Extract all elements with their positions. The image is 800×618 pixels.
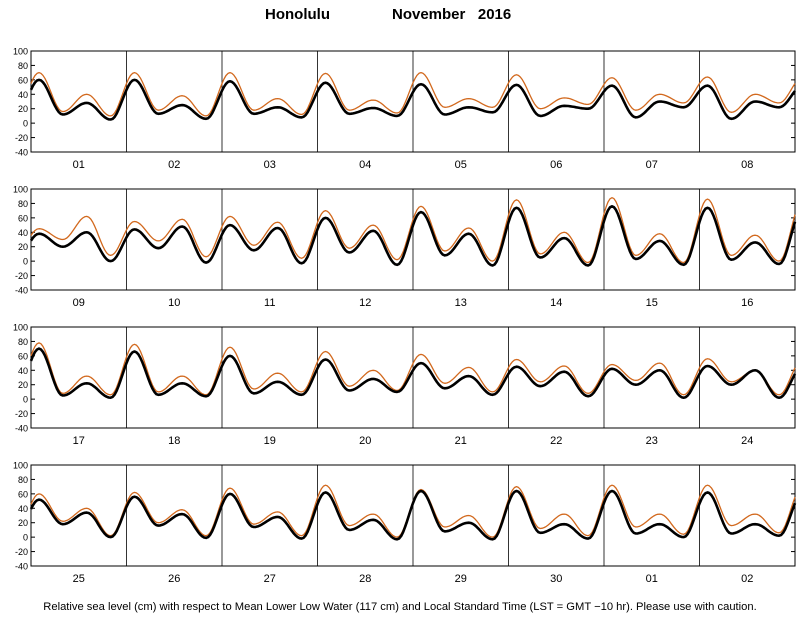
y-tick-label: 20: [18, 518, 28, 528]
y-tick-label: 20: [18, 380, 28, 390]
day-label: 09: [73, 297, 85, 309]
day-label: 10: [168, 297, 180, 309]
day-label: 28: [359, 573, 371, 585]
day-label: 16: [741, 297, 753, 309]
y-tick-label: -20: [15, 547, 28, 557]
predicted-series-line: [30, 342, 796, 396]
day-label: 27: [264, 573, 276, 585]
day-label: 22: [550, 435, 562, 447]
day-label: 24: [741, 435, 753, 447]
day-label: 17: [73, 435, 85, 447]
caption: Relative sea level (cm) with respect to …: [43, 601, 757, 613]
y-tick-label: 0: [23, 119, 28, 129]
y-tick-label: 80: [18, 475, 28, 485]
day-label: 08: [741, 159, 753, 171]
day-label: 20: [359, 435, 371, 447]
y-tick-label: 20: [18, 242, 28, 252]
y-tick-label: -20: [15, 271, 28, 281]
observed-series-line: [29, 347, 797, 399]
observed-series-line: [29, 489, 797, 541]
day-label: 25: [73, 573, 85, 585]
y-tick-label: 60: [18, 75, 28, 85]
y-tick-label: 100: [13, 323, 28, 333]
y-tick-label: 20: [18, 104, 28, 114]
day-label: 11: [264, 297, 275, 309]
y-tick-label: -20: [15, 409, 28, 419]
y-tick-label: 0: [23, 533, 28, 543]
observed-series-line: [29, 78, 797, 121]
y-tick-label: 40: [18, 228, 28, 238]
y-tick-label: 80: [18, 199, 28, 209]
day-label: 04: [359, 159, 371, 171]
y-tick-label: -40: [15, 424, 28, 434]
predicted-series-line: [30, 71, 796, 117]
month-year-title: November 2016: [392, 6, 512, 23]
day-label: 14: [550, 297, 562, 309]
y-tick-label: 100: [13, 185, 28, 195]
day-label: 12: [359, 297, 371, 309]
y-tick-label: 80: [18, 337, 28, 347]
day-label: 13: [455, 297, 467, 309]
day-label: 07: [646, 159, 658, 171]
day-label: 01: [646, 573, 658, 585]
y-tick-label: 60: [18, 489, 28, 499]
day-label: 03: [264, 159, 276, 171]
y-tick-label: 0: [23, 257, 28, 267]
day-label: 01: [73, 159, 85, 171]
y-tick-label: -40: [15, 148, 28, 158]
y-tick-label: -20: [15, 133, 28, 143]
day-label: 19: [264, 435, 276, 447]
day-label: 18: [168, 435, 180, 447]
y-tick-label: 40: [18, 504, 28, 514]
y-tick-label: 0: [23, 395, 28, 405]
y-tick-label: 40: [18, 366, 28, 376]
day-label: 02: [168, 159, 180, 171]
observed-series-line: [29, 205, 797, 267]
y-tick-label: 100: [13, 461, 28, 471]
y-tick-label: -40: [15, 562, 28, 572]
day-label: 15: [646, 297, 658, 309]
day-label: 21: [455, 435, 467, 447]
station-title: Honolulu: [265, 6, 330, 23]
predicted-series-line: [30, 197, 796, 264]
y-tick-label: 60: [18, 351, 28, 361]
day-label: 05: [455, 159, 467, 171]
day-label: 06: [550, 159, 562, 171]
day-label: 30: [550, 573, 562, 585]
day-label: 02: [741, 573, 753, 585]
day-label: 29: [455, 573, 467, 585]
y-tick-label: 100: [13, 47, 28, 57]
day-label: 23: [646, 435, 658, 447]
y-tick-label: 40: [18, 90, 28, 100]
y-tick-label: -40: [15, 286, 28, 296]
y-tick-label: 60: [18, 213, 28, 223]
day-label: 26: [168, 573, 180, 585]
y-tick-label: 80: [18, 61, 28, 71]
